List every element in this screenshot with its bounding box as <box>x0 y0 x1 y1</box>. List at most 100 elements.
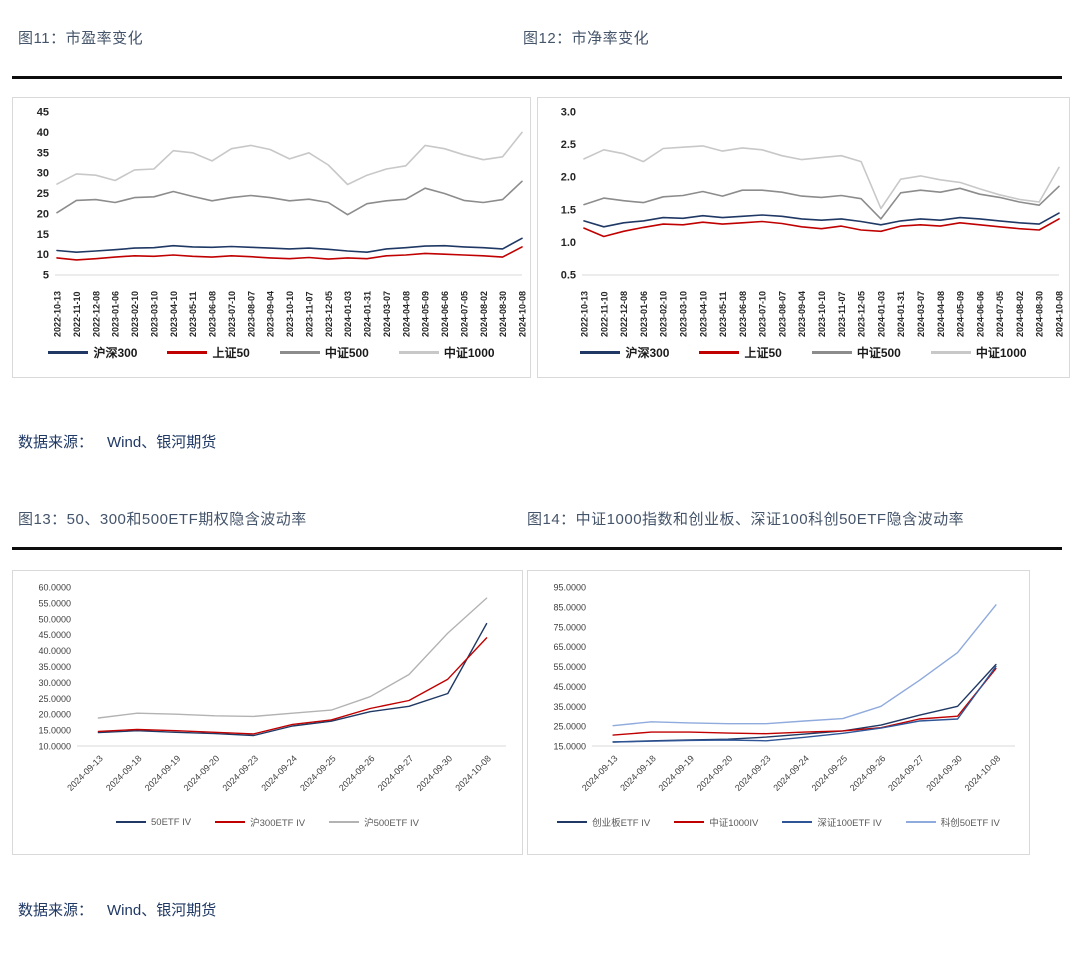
y-tick-label: 20.0000 <box>38 710 71 720</box>
x-tick-label: 2024-09-19 <box>656 753 696 793</box>
figure13-caption: 图13：50、300和500ETF期权隐含波动率 <box>18 511 307 528</box>
y-tick-label: 40.0000 <box>38 646 71 656</box>
figure11-caption: 图11：市盈率变化 <box>18 30 144 47</box>
y-tick-label: 60.0000 <box>38 583 71 593</box>
series-line <box>583 218 1060 238</box>
plot-area: 15.0000 25.0000 35.0000 45.0000 55.0000 65.00… <box>553 583 1015 793</box>
legend-swatch <box>674 821 705 823</box>
series-line <box>97 597 488 719</box>
legend-swatch <box>930 351 971 354</box>
y-tick-label: 30.0000 <box>38 678 71 688</box>
x-tick-label: 2024-09-30 <box>415 753 455 793</box>
legend-label: 中证500 <box>324 346 369 360</box>
x-tick-label: 2022-12-08 <box>619 291 629 337</box>
series-line <box>612 663 997 743</box>
x-tick-label: 2023-07-10 <box>758 291 768 337</box>
figure12-caption: 图12：市净率变化 <box>523 30 650 47</box>
legend-label: 沪300ETF IV <box>250 818 306 829</box>
x-tick-label: 2024-09-26 <box>848 753 888 793</box>
legend-label: 沪深300 <box>93 346 138 360</box>
legend-swatch <box>329 821 360 823</box>
x-tick-label: 2024-10-08 <box>518 291 528 337</box>
x-tick-label: 2024-03-07 <box>916 291 926 337</box>
x-tick-label: 2022-11-10 <box>72 291 82 337</box>
legend-item: 中证1000 <box>398 344 495 361</box>
x-tick-label: 2024-09-25 <box>810 753 850 793</box>
y-tick-label: 55.0000 <box>38 598 71 608</box>
figure14-caption: 图14：中证1000指数和创业板、深证100科创50ETF隐含波动率 <box>527 511 965 528</box>
series-line <box>612 667 997 736</box>
plot-area: 5 10 15 20 25 30 35 40 45 2022-10-13 2022-11-10 202… <box>37 107 528 338</box>
x-tick-label: 2024-10-08 <box>1055 291 1065 337</box>
figure12-chart: 0.5 1.0 1.5 2.0 2.5 3.0 2022-10-13 2022-11-10 20… <box>537 97 1070 378</box>
x-tick-label: 2024-07-05 <box>459 291 469 337</box>
y-tick-label: 85.0000 <box>553 602 586 612</box>
legend-item: 深证100ETF IV <box>782 815 882 829</box>
legend-item: 中证500 <box>811 344 901 361</box>
x-tick-label: 2023-08-07 <box>246 291 256 337</box>
legend-label: 中证1000 <box>443 346 495 360</box>
legend-swatch <box>398 351 439 354</box>
y-tick-label: 30 <box>37 168 49 180</box>
figure11-chart: 5 10 15 20 25 30 35 40 45 2022-10-13 2022-11-10 202… <box>12 97 531 378</box>
x-tick-label: 2023-01-06 <box>639 291 649 337</box>
x-tick-label: 2024-10-08 <box>963 753 1003 793</box>
legend-swatch <box>699 351 740 354</box>
series-line <box>97 622 488 737</box>
legend-label: 创业板ETF IV <box>592 818 651 829</box>
series-line <box>56 131 523 186</box>
legend-label: 50ETF IV <box>151 816 192 828</box>
x-tick-label: 2024-09-23 <box>733 753 773 793</box>
x-tick-label: 2024-05-09 <box>421 291 431 337</box>
plot-area: 0.5 1.0 1.5 2.0 2.5 3.0 2022-10-13 2022-11-10 20… <box>561 107 1065 338</box>
x-tick-label: 2023-02-10 <box>130 291 140 337</box>
chart-legend: 沪深300 上证50 中证500 中证1000 <box>538 344 1069 361</box>
x-tick-label: 2023-02-10 <box>659 291 669 337</box>
y-tick-label: 65.0000 <box>553 642 586 652</box>
legend-item: 中证1000 <box>930 344 1027 361</box>
chart-legend: 沪深300 上证50 中证500 中证1000 <box>13 344 530 361</box>
x-tick-label: 2024-09-20 <box>182 753 222 793</box>
x-tick-label: 2023-12-05 <box>857 291 867 337</box>
y-tick-label: 3.0 <box>561 107 576 119</box>
chart-legend: 50ETF IV 沪300ETF IV 沪500ETF IV <box>13 815 522 829</box>
y-tick-label: 45.0000 <box>38 630 71 640</box>
legend-item: 科创50ETF IV <box>905 815 1000 829</box>
source-label: 数据来源： <box>18 902 94 919</box>
x-tick-label: 2024-04-08 <box>936 291 946 337</box>
series-line <box>583 145 1060 210</box>
legend-item: 上证50 <box>167 344 250 361</box>
y-tick-label: 2.5 <box>561 139 576 151</box>
x-tick-label: 2024-09-24 <box>259 753 299 793</box>
series-line <box>612 665 997 743</box>
x-tick-label: 2024-07-05 <box>995 291 1005 337</box>
source-label: 数据来源： <box>18 434 94 451</box>
legend-item: 中证1000IV <box>674 815 758 829</box>
legend-label: 科创50ETF IV <box>940 818 1000 829</box>
series-line <box>56 237 523 253</box>
x-tick-label: 2024-03-07 <box>382 291 392 337</box>
y-tick-label: 0.5 <box>561 270 576 282</box>
x-tick-label: 2024-10-08 <box>453 753 493 793</box>
y-tick-label: 35 <box>37 147 49 159</box>
y-tick-label: 45.0000 <box>553 682 586 692</box>
x-tick-label: 2024-09-27 <box>886 753 926 793</box>
legend-label: 中证1000 <box>975 346 1027 360</box>
legend-swatch <box>48 351 89 354</box>
y-tick-label: 35.0000 <box>553 702 586 712</box>
x-tick-label: 2024-09-18 <box>618 753 658 793</box>
legend-swatch <box>116 821 147 823</box>
x-tick-label: 2024-09-24 <box>771 753 811 793</box>
y-tick-label: 50.0000 <box>38 614 71 624</box>
legend-item: 沪深300 <box>48 344 137 361</box>
x-tick-label: 2023-11-07 <box>837 291 847 337</box>
x-tick-label: 2024-09-13 <box>65 753 105 793</box>
y-tick-label: 35.0000 <box>38 662 71 672</box>
legend-item: 沪深300 <box>580 344 669 361</box>
source-value: Wind、银河期货 <box>107 434 217 451</box>
data-source-row-2: 数据来源： Wind、银河期货 <box>18 899 216 920</box>
y-tick-label: 25.0000 <box>553 722 586 732</box>
legend-swatch <box>782 821 813 823</box>
x-tick-label: 2024-06-06 <box>440 291 450 337</box>
